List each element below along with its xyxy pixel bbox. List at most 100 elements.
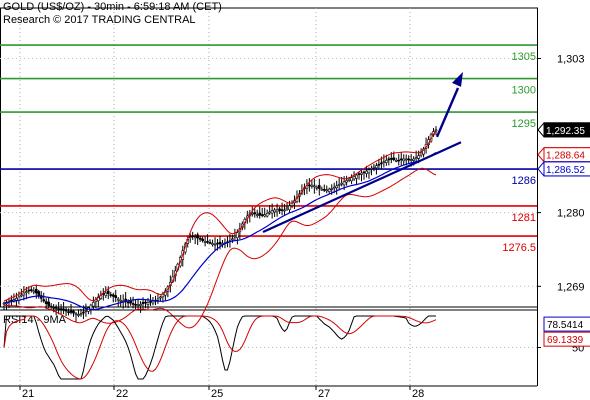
candle-body bbox=[188, 236, 192, 239]
candle-body bbox=[233, 235, 237, 238]
candle-body bbox=[25, 291, 28, 293]
candle-body bbox=[10, 299, 13, 302]
candle-body bbox=[385, 160, 388, 163]
candle-body bbox=[409, 159, 413, 161]
candle-body bbox=[203, 241, 207, 243]
candle-body bbox=[84, 310, 88, 312]
candle-body bbox=[345, 180, 348, 183]
candle-body bbox=[129, 300, 132, 304]
candle-body bbox=[394, 160, 398, 162]
candle-body bbox=[236, 232, 239, 239]
candle-body bbox=[310, 184, 314, 187]
candle-body bbox=[414, 157, 418, 160]
candle-body bbox=[151, 300, 155, 304]
candle-body bbox=[64, 309, 68, 312]
candle-body bbox=[258, 212, 262, 216]
candle-body bbox=[20, 294, 23, 297]
candle-body bbox=[355, 174, 358, 179]
candle-body bbox=[375, 165, 378, 169]
candle-body bbox=[347, 178, 351, 181]
candle-body bbox=[136, 304, 140, 306]
candle-body bbox=[397, 159, 401, 162]
price-badge-label: 1,286.52 bbox=[546, 165, 585, 176]
candle-body bbox=[380, 162, 383, 165]
candle-body bbox=[412, 158, 415, 161]
candle-body bbox=[382, 161, 386, 163]
candle-body bbox=[193, 236, 197, 239]
candle-body bbox=[206, 241, 209, 243]
candle-body bbox=[44, 301, 48, 305]
price-badge-box bbox=[543, 122, 590, 138]
candle-body bbox=[392, 157, 396, 160]
candle-body bbox=[79, 313, 83, 316]
candle-body bbox=[77, 314, 80, 316]
candle-body bbox=[139, 304, 142, 306]
candle-body bbox=[106, 290, 110, 294]
candle-body bbox=[290, 202, 294, 206]
candle-body bbox=[82, 311, 85, 314]
candle-body bbox=[275, 209, 279, 213]
price-badge-box bbox=[543, 161, 590, 177]
candle-body bbox=[72, 310, 75, 314]
candle-body bbox=[367, 169, 371, 174]
candle-body bbox=[263, 214, 266, 217]
candle-body bbox=[285, 207, 289, 210]
candle-body bbox=[278, 208, 281, 211]
rsi-line bbox=[3, 315, 436, 380]
candle-body bbox=[360, 172, 363, 175]
candle-body bbox=[74, 313, 78, 316]
x-tick-label: 25 bbox=[211, 388, 223, 400]
candle-body bbox=[330, 188, 334, 190]
candle-body bbox=[377, 163, 381, 166]
candle-body bbox=[322, 188, 326, 191]
candle-body bbox=[337, 184, 341, 186]
candle-body bbox=[57, 308, 60, 310]
candle-body bbox=[126, 301, 130, 304]
candle-body bbox=[335, 185, 338, 188]
candle-body bbox=[407, 158, 410, 161]
candle-body bbox=[288, 205, 291, 211]
level-label: 1286 bbox=[512, 175, 536, 187]
rsi-ma-line bbox=[3, 315, 437, 380]
y-tick-label: 1,280 bbox=[557, 208, 585, 220]
level-label: 1281 bbox=[512, 212, 536, 224]
rsi-badge-label: 69.1339 bbox=[547, 335, 584, 346]
candle-body bbox=[134, 304, 137, 306]
candle-body bbox=[62, 308, 65, 311]
candle-body bbox=[52, 307, 55, 309]
candle-body bbox=[144, 301, 147, 304]
candle-body bbox=[54, 306, 58, 309]
x-tick-label: 22 bbox=[116, 388, 128, 400]
trendline bbox=[262, 141, 462, 234]
candle-body bbox=[320, 188, 324, 191]
x-tick-label: 21 bbox=[22, 388, 34, 400]
candle-body bbox=[111, 294, 115, 297]
candle-body bbox=[308, 184, 311, 187]
candle-body bbox=[402, 158, 406, 162]
copyright-text: Research © 2017 TRADING CENTRAL bbox=[3, 14, 196, 26]
level-label: 1276.5 bbox=[502, 242, 536, 254]
x-tick-label: 27 bbox=[318, 388, 330, 400]
candle-body bbox=[253, 212, 257, 215]
candle-body bbox=[159, 296, 162, 299]
candle-body bbox=[362, 171, 366, 174]
y-tick-label: 1,269 bbox=[557, 281, 585, 293]
bollinger-lower-line bbox=[3, 167, 437, 329]
candle-body bbox=[59, 308, 63, 311]
candle-body bbox=[67, 311, 70, 313]
price-badge-label: 1,288.64 bbox=[546, 151, 585, 162]
rsi-badge bbox=[543, 316, 590, 332]
candle-body bbox=[325, 189, 329, 192]
candle-body bbox=[47, 301, 50, 307]
candle-body bbox=[268, 211, 271, 214]
candle-body bbox=[198, 237, 202, 240]
moving-average-line bbox=[3, 151, 437, 311]
candle-body bbox=[404, 158, 408, 161]
candle-body bbox=[419, 152, 423, 156]
candle-body bbox=[340, 182, 343, 185]
candle-body bbox=[156, 298, 160, 301]
candle-body bbox=[30, 289, 33, 291]
candle-body bbox=[387, 158, 391, 161]
candle-body bbox=[114, 295, 118, 298]
